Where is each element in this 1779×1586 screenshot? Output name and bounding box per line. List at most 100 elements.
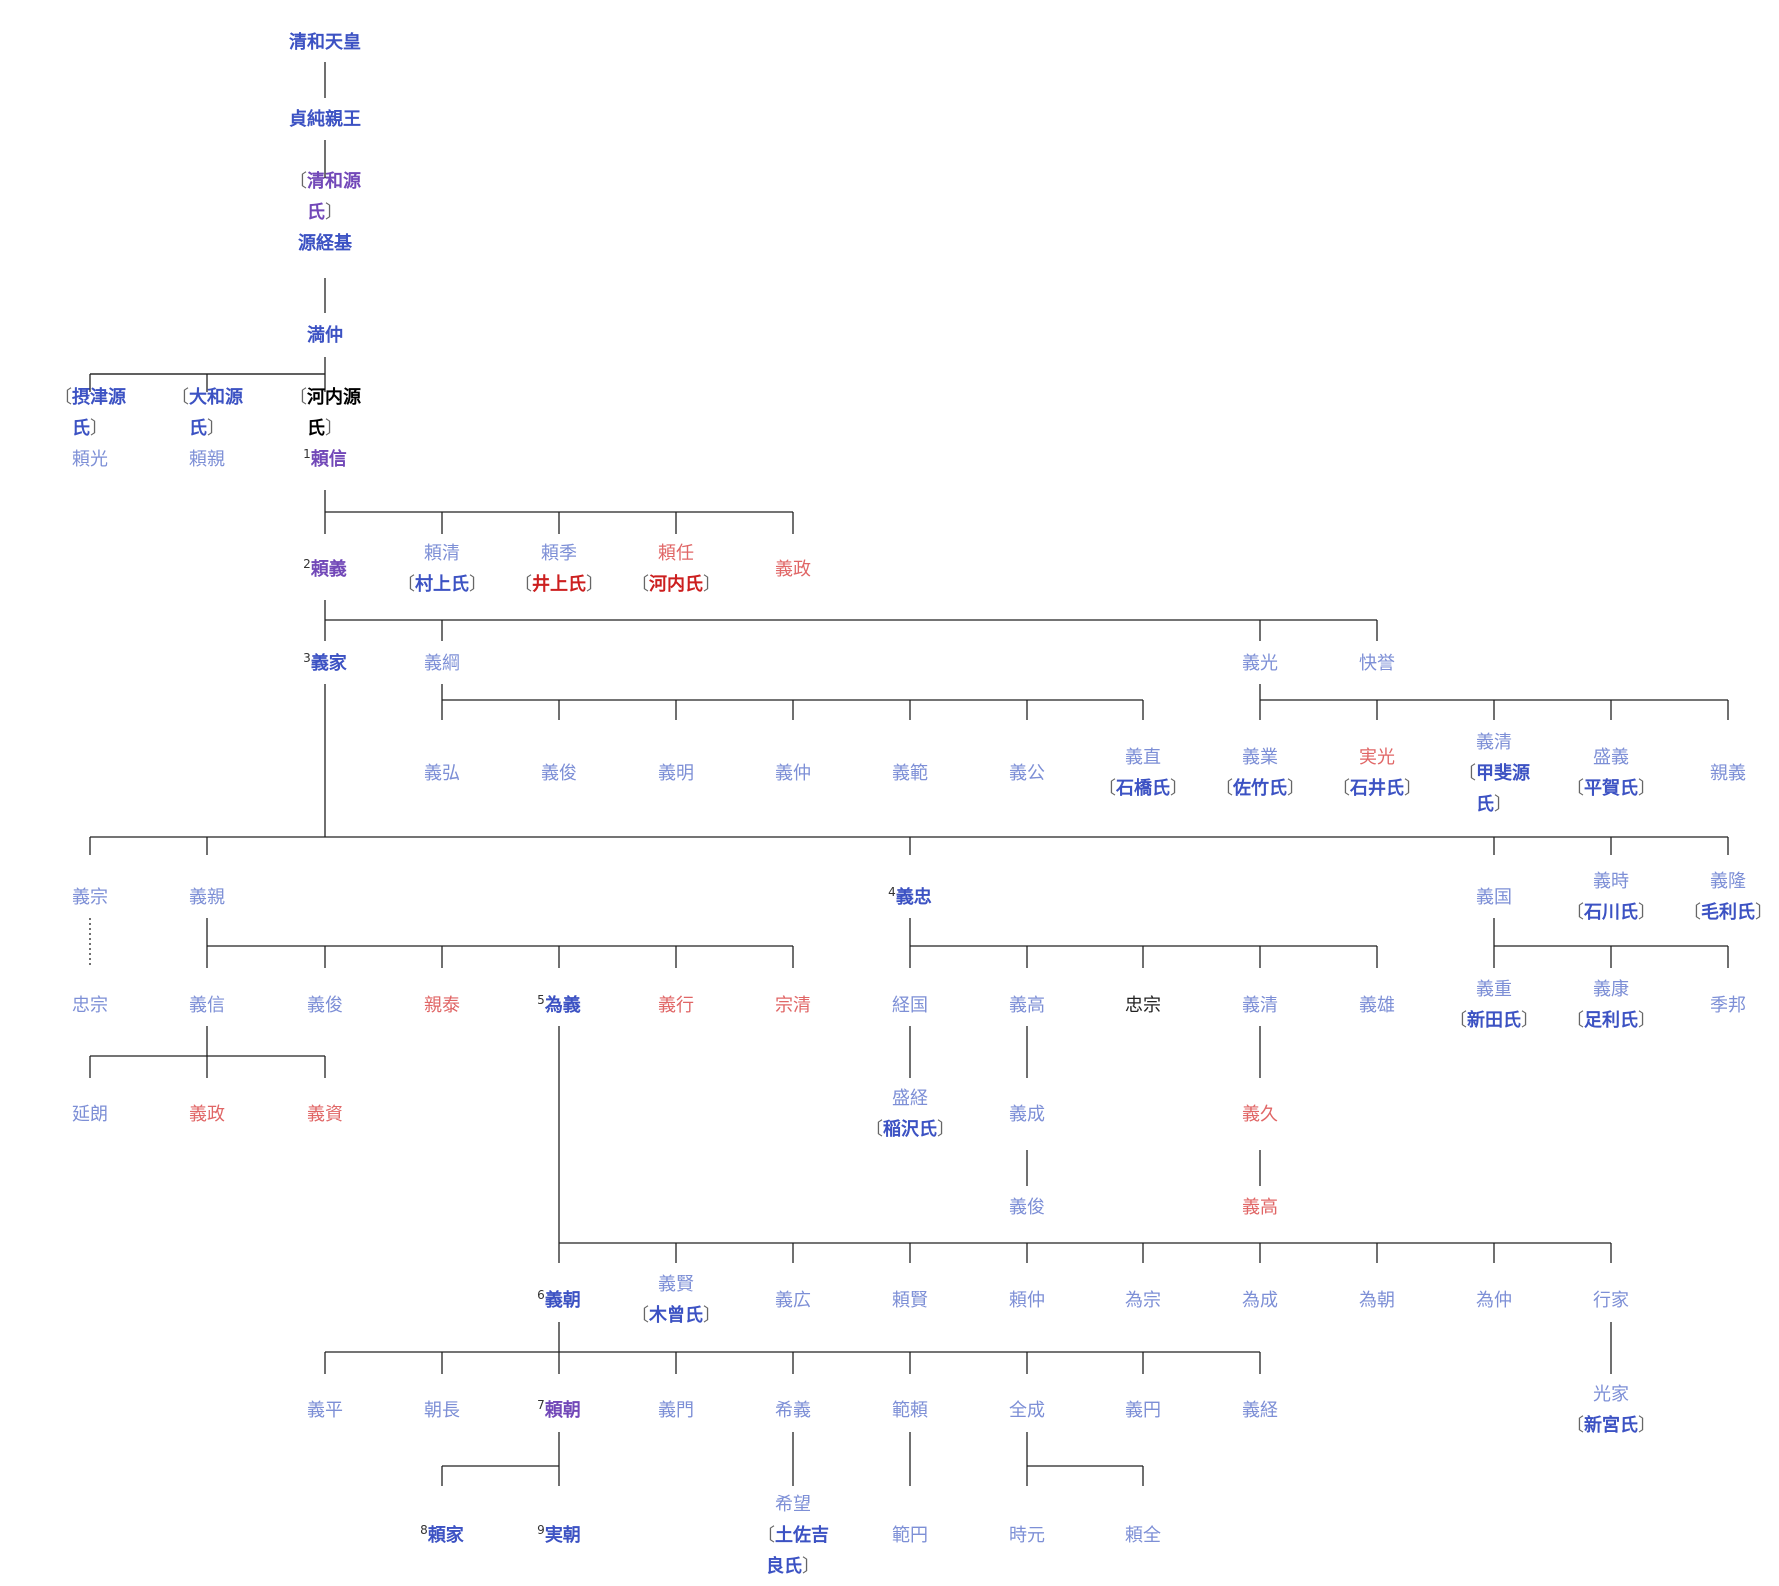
person-name: 快誉 [1359, 653, 1395, 674]
person-name: 義平 [307, 1400, 343, 1421]
person-node-yoriie: 8頼家 [382, 1520, 502, 1551]
person-name: 朝長 [424, 1400, 460, 1421]
person-node-noriyori: 範頼 [850, 1395, 970, 1426]
person-node-raizen: 頼全 [1083, 1520, 1203, 1551]
person-name: 義業 [1242, 747, 1278, 768]
person-name: 義広 [775, 1290, 811, 1311]
succession-number: 9 [537, 1523, 545, 1537]
person-node-yoshitada: 4義忠 [850, 882, 970, 913]
person-node-tamemune: 為宗 [1083, 1285, 1203, 1316]
person-name: 頼親 [189, 449, 225, 470]
person-name: 義宗 [72, 887, 108, 908]
person-node-munekiyo: 宗清 [733, 990, 853, 1021]
succession-number: 2 [303, 557, 311, 571]
person-node-yoshihisa: 義久 [1200, 1099, 1320, 1130]
person-node-hanen: 範円 [850, 1520, 970, 1551]
person-node-tadamune1: 忠宗 [30, 990, 150, 1021]
person-name: 親泰 [424, 995, 460, 1016]
person-name: 頼光 [72, 449, 108, 470]
person-name: 義隆 [1710, 871, 1746, 892]
person-node-yoshitaka_m: 義隆 〔毛利氏〕 [1668, 866, 1779, 928]
person-name: 頼清 [424, 543, 460, 564]
clan-label: 〔稲沢氏〕 [865, 1119, 955, 1140]
person-node-yoshinari1: 義成 [967, 1099, 1087, 1130]
clan-label: 〔石橋氏〕 [1098, 778, 1188, 799]
clan-label: 〔平賀氏〕 [1566, 778, 1656, 799]
person-name: 義明 [658, 763, 694, 784]
succession-number: 6 [537, 1288, 545, 1302]
person-name: 義円 [1125, 1400, 1161, 1421]
person-name: 季邦 [1710, 995, 1746, 1016]
person-node-yoshisuke: 義資 [265, 1099, 385, 1130]
person-node-yoshio: 義雄 [1317, 990, 1437, 1021]
person-name: 義範 [892, 763, 928, 784]
person-node-yoshitomo: 6義朝 [499, 1285, 619, 1316]
clan-label: 〔新宮氏〕 [1566, 1415, 1656, 1436]
person-name: 頼義 [310, 559, 347, 580]
person-name: 義久 [1242, 1104, 1278, 1125]
person-node-yorikiyo: 頼清 〔村上氏〕 [382, 538, 502, 600]
person-name: 義俊 [541, 763, 577, 784]
person-name: 義俊 [307, 995, 343, 1016]
clan-label: 〔河内源氏〕 [289, 387, 361, 439]
person-node-kibo: 希望 〔土佐吉良氏〕 [733, 1489, 853, 1582]
person-node-yoshihira: 義平 [265, 1395, 385, 1426]
person-name: 義門 [658, 1400, 694, 1421]
person-node-seiwa: 清和天皇 [265, 27, 385, 58]
clan-label: 〔毛利氏〕 [1683, 902, 1773, 923]
person-node-mitsunaka: 満仲 [265, 320, 385, 351]
person-node-yoshishige: 義重 〔新田氏〕 [1434, 974, 1554, 1036]
person-name: 義光 [1242, 653, 1278, 674]
person-node-yoshichika: 義親 [147, 882, 267, 913]
person-node-tamenari: 為成 [1200, 1285, 1320, 1316]
person-name: 清和天皇 [289, 32, 361, 53]
person-node-yoshimune: 義宗 [30, 882, 150, 913]
person-node-yoshikuni: 義国 [1434, 882, 1554, 913]
clan-label: 〔木曾氏〕 [631, 1305, 721, 1326]
person-node-yoshinaka1: 義仲 [733, 758, 853, 789]
person-name: 為朝 [1359, 1290, 1395, 1311]
person-name: 実朝 [544, 1525, 581, 1546]
person-node-sadazumi: 貞純親王 [265, 104, 385, 135]
person-node-yoshitsuna: 義綱 [382, 648, 502, 679]
person-name: 義政 [775, 559, 811, 580]
person-name: 時元 [1009, 1525, 1045, 1546]
person-name: 頼全 [1125, 1525, 1161, 1546]
person-name: 満仲 [307, 325, 343, 346]
person-name: 義成 [1009, 1104, 1045, 1125]
person-node-yoshitsune: 義経 [1200, 1395, 1320, 1426]
person-name: 希義 [775, 1400, 811, 1421]
clan-label: 〔井上氏〕 [514, 574, 604, 595]
person-node-yoshitoshi3: 義俊 [967, 1192, 1087, 1223]
person-name: 忠宗 [1125, 995, 1161, 1016]
person-name: 実光 [1359, 747, 1395, 768]
person-node-yoshiyuki: 義行 [616, 990, 736, 1021]
succession-number: 8 [420, 1523, 428, 1537]
succession-number: 4 [888, 885, 896, 899]
person-node-yukiie: 行家 [1551, 1285, 1671, 1316]
person-node-yoritomo: 7頼朝 [499, 1395, 619, 1426]
person-node-tameyoshi: 5為義 [499, 990, 619, 1021]
person-name: 義行 [658, 995, 694, 1016]
person-name: 為宗 [1125, 1290, 1161, 1311]
person-node-suekuni: 季邦 [1668, 990, 1779, 1021]
person-name: 為成 [1242, 1290, 1278, 1311]
person-node-yoshikata: 義賢 〔木曾氏〕 [616, 1269, 736, 1331]
person-node-mitsuie: 光家 〔新宮氏〕 [1551, 1379, 1671, 1441]
person-node-yoshitaka2: 義高 [1200, 1192, 1320, 1223]
person-node-gien: 義円 [1083, 1395, 1203, 1426]
person-node-tamenaka: 為仲 [1434, 1285, 1554, 1316]
person-name: 義時 [1593, 871, 1629, 892]
person-name: 光家 [1593, 1384, 1629, 1405]
person-node-yoshiie: 3義家 [265, 648, 385, 679]
person-node-gimon: 義門 [616, 1395, 736, 1426]
succession-number: 3 [303, 651, 311, 665]
person-name: 義朝 [544, 1290, 581, 1311]
person-node-yoshitoshi1: 義俊 [499, 758, 619, 789]
person-node-yorito: 頼任 〔河内氏〕 [616, 538, 736, 600]
person-name: 義康 [1593, 979, 1629, 1000]
clan-label: 〔村上氏〕 [397, 574, 487, 595]
person-node-yorichika: 〔大和源氏〕 頼親 [147, 382, 267, 475]
person-node-yorimitsu: 〔摂津源氏〕 頼光 [30, 382, 150, 475]
